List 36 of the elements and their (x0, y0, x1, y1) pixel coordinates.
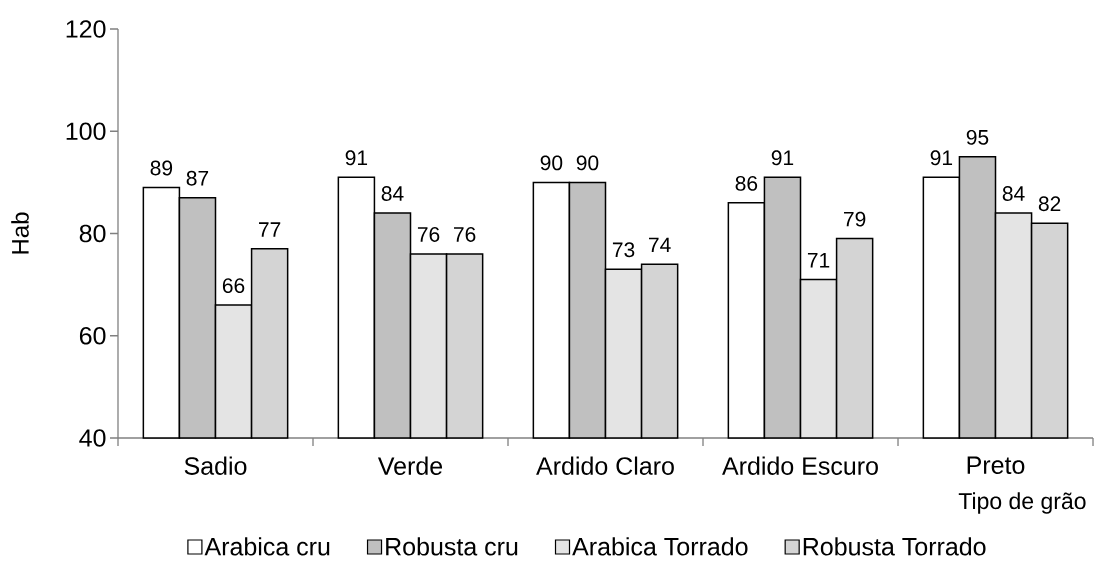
data-label: 79 (844, 211, 866, 227)
data-label: 76 (454, 227, 476, 242)
y-tick-label: 120 (66, 20, 106, 38)
x-tick-label: Sadio (184, 456, 247, 475)
y-tick-label: 80 (79, 224, 106, 243)
data-label: 71 (807, 252, 830, 268)
y-tick-label: 40 (79, 429, 106, 447)
data-label: 90 (540, 155, 563, 171)
x-axis-title: Tipo de grão (958, 492, 1086, 514)
data-label: 84 (381, 186, 404, 201)
data-label: 87 (186, 170, 209, 186)
data-label: 95 (966, 129, 989, 145)
legend-label: Robusta cru (386, 537, 518, 556)
data-label: 91 (345, 150, 368, 166)
x-tick-label: Verde (377, 456, 443, 475)
data-label: 91 (771, 150, 794, 166)
y-axis-title: Hab (11, 212, 29, 254)
data-label: 82 (1038, 196, 1061, 212)
data-label: 89 (150, 160, 173, 176)
x-tick-label: Ardido Claro (536, 456, 674, 475)
x-tick-label: Preto (967, 456, 1025, 474)
data-label: 76 (417, 227, 440, 242)
data-label: 77 (259, 222, 281, 237)
data-label: 84 (1002, 186, 1025, 201)
data-label: 73 (612, 242, 635, 258)
y-tick-label: 100 (66, 122, 106, 141)
legend-label: Robusta Torrado (803, 537, 986, 556)
legend-label: Arabica cru (204, 537, 330, 556)
legend-label: Arabica Torrado (572, 537, 748, 556)
y-tick-label: 60 (79, 326, 106, 345)
data-label: 91 (930, 150, 953, 166)
data-label: 90 (576, 155, 599, 171)
x-tick-label: Ardido Escuro (722, 456, 878, 475)
data-label: 66 (222, 278, 245, 293)
data-label: 86 (735, 175, 758, 191)
data-label: 74 (649, 237, 671, 253)
